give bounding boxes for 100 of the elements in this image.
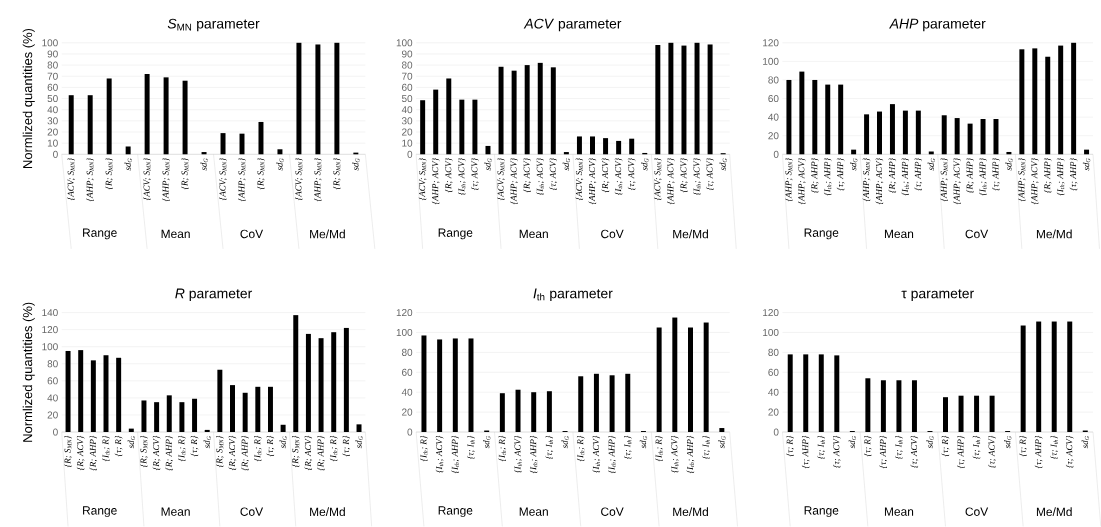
x-tick-label: {τ; R} xyxy=(266,435,275,457)
bar xyxy=(280,424,286,433)
x-tick-label: sd$_{G}$ xyxy=(1005,158,1013,171)
x-tick-label: {R; S$_{MN}$} xyxy=(181,157,189,190)
bar xyxy=(433,89,439,155)
bar xyxy=(421,335,427,433)
bar xyxy=(258,122,264,155)
bar xyxy=(537,62,543,155)
text: CoV xyxy=(240,507,264,516)
x-tick-label: {τ; ACV} xyxy=(833,435,841,468)
bar xyxy=(182,80,188,155)
x-tick-label: {AHP; ACV} xyxy=(431,157,440,205)
bar xyxy=(192,398,198,433)
x-tick-label: sd$_{G}$ xyxy=(927,158,935,171)
text: Me/Md xyxy=(1036,229,1072,239)
text: Me/Md xyxy=(673,229,708,239)
y-tick-label: 120 xyxy=(42,326,58,334)
x-tick-label: {I$_{th}$; R} xyxy=(178,435,186,462)
text: CoV xyxy=(601,229,624,239)
x-tick-label: sd$_{G}$ xyxy=(483,436,491,449)
bar xyxy=(803,354,809,433)
chart-title: ACV parameter xyxy=(523,18,622,32)
x-tick-label: {AHP; ACV} xyxy=(875,157,884,205)
bar xyxy=(672,317,678,433)
x-tick-label: {AHP; ACV} xyxy=(588,157,597,205)
bar xyxy=(343,328,349,433)
bar xyxy=(90,360,96,433)
x-tick-label: sd$_{G}$ xyxy=(203,436,211,449)
text: Mean xyxy=(519,507,548,516)
y-tick-label: 70 xyxy=(47,72,58,80)
bar xyxy=(576,136,582,155)
bar xyxy=(452,338,458,433)
y-tick-label: 20 xyxy=(47,128,58,136)
bar xyxy=(1032,48,1038,155)
x-tick-label: {R; ACV} xyxy=(601,157,610,193)
y-tick-label: 40 xyxy=(47,394,58,402)
x-tick-label: {R; S$_{MN}$} xyxy=(64,435,72,468)
x-tick-label: {τ; R} xyxy=(864,435,872,457)
bar xyxy=(812,80,818,155)
x-tick-label: {R; ACV} xyxy=(152,435,161,471)
y-tick-label: 20 xyxy=(402,128,413,136)
bar xyxy=(980,119,986,155)
x-tick-label: {R; ACV} xyxy=(228,435,237,471)
x-tick-label: {I$_{th}$; R} xyxy=(102,435,110,462)
x-tick-label: sd$_{G}$ xyxy=(641,158,649,171)
y-tick-label: 80 xyxy=(47,360,58,368)
bar xyxy=(296,42,302,155)
x-tick-label: {R; AHP} xyxy=(89,435,98,471)
bar xyxy=(499,393,505,433)
text: CoV xyxy=(965,507,989,516)
bar xyxy=(515,389,521,433)
bar xyxy=(563,152,569,155)
x-tick-label: {I$_{th}$; R} xyxy=(655,435,663,462)
bar xyxy=(125,146,131,155)
bar xyxy=(993,119,999,155)
bar xyxy=(668,42,674,155)
x-tick-label: {R; S$_{MN}$} xyxy=(105,157,113,190)
bar xyxy=(179,402,185,433)
y-tick-label: 30 xyxy=(401,117,413,125)
bar xyxy=(911,380,917,433)
x-tick-label: sd$_{G}$ xyxy=(124,158,132,171)
x-tick-label: {τ; ACV} xyxy=(471,157,479,191)
x-tick-label: {I$_{th}$; AHP} xyxy=(608,435,616,474)
bar xyxy=(315,44,321,155)
y-tick-label: 0 xyxy=(407,150,413,158)
x-tick-label: {I$_{th}$; AHP} xyxy=(823,157,832,196)
x-tick-label: {I$_{th}$; ACV} xyxy=(592,435,601,473)
bar xyxy=(166,395,172,433)
bar xyxy=(880,380,886,433)
y-tick-label: 100 xyxy=(396,39,413,47)
x-tick-label: sd$_{G}$ xyxy=(1004,436,1012,449)
bar xyxy=(242,392,248,433)
bar xyxy=(896,380,902,433)
bar xyxy=(550,67,556,155)
x-tick-label: {τ; AHP} xyxy=(836,157,845,191)
bar xyxy=(116,357,122,433)
y-tick-label: 40 xyxy=(401,388,413,396)
y-tick-label: 40 xyxy=(768,113,779,121)
text: Me/Md xyxy=(310,507,345,517)
x-tick-label: {τ; AHP} xyxy=(957,435,965,469)
chart-title: S$_{MN}$ parameter xyxy=(167,18,260,32)
x-tick-label: {AHP; S$_{MN}$} xyxy=(314,157,322,202)
bar xyxy=(681,45,687,155)
x-tick-label: {I$_{th}$; AHP} xyxy=(1056,157,1065,196)
y-tick-label: 60 xyxy=(47,377,58,385)
x-tick-label: {R; AHP} xyxy=(966,157,974,194)
y-tick-label: 140 xyxy=(42,309,58,317)
bar xyxy=(163,77,169,155)
bar xyxy=(902,110,908,155)
text: CoV xyxy=(240,229,264,239)
x-tick-label: {ACV; S$_{MN}$} xyxy=(219,157,227,201)
x-tick-label: sd$_{G}$ xyxy=(1081,436,1089,449)
y-tick-label: 20 xyxy=(768,132,779,140)
x-tick-label: {I$_{th}$; ACV} xyxy=(671,435,679,473)
x-tick-label: {τ; ACV} xyxy=(706,157,714,191)
x-tick-label: {R; ACV} xyxy=(680,157,688,193)
x-tick-label: {R; S$_{MN}$} xyxy=(291,435,300,468)
text: Me/Md xyxy=(673,507,708,517)
bar xyxy=(87,95,93,155)
bar xyxy=(293,315,299,433)
